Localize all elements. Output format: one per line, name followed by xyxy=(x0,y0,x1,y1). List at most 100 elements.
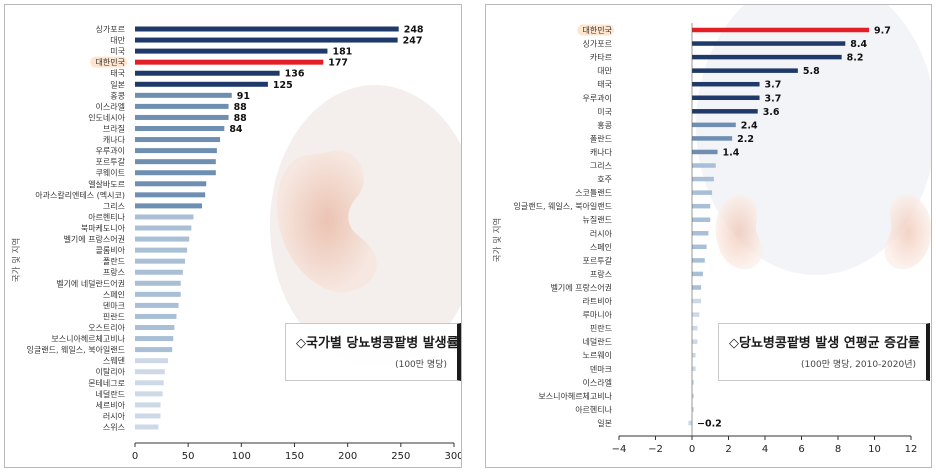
category-label: 아과스칼리엔테스 (멕시코) xyxy=(35,190,125,200)
category-label: 몬테네그로 xyxy=(88,379,125,388)
category-label: 세르비아 xyxy=(96,400,126,410)
chart-panel-incidence: 싱가포르 대만 미국 대한민국 태국 일본 홍콩 이스라엘 인도네시아 브라질 캐나다 우루과이 포르투… xyxy=(4,4,462,468)
bar xyxy=(135,358,168,364)
data-label: 2.4 xyxy=(741,120,758,131)
bar xyxy=(692,203,711,209)
bar xyxy=(135,137,221,143)
bar xyxy=(692,312,700,317)
bar xyxy=(692,298,702,304)
category-label: 프랑스 xyxy=(103,267,125,277)
category-label: 이탈리아 xyxy=(96,367,126,377)
category-label: 싱가포르 xyxy=(96,24,125,34)
category-label: 포르투갈 xyxy=(96,158,126,167)
category-label: 대만 xyxy=(110,36,125,45)
bar xyxy=(692,217,711,222)
bar xyxy=(135,413,161,419)
tick-label: 8 xyxy=(835,444,841,455)
category-label: 보스니아헤르체고비나 xyxy=(51,334,125,344)
category-label: 러시아 xyxy=(103,411,126,421)
category-label: 대한민국 xyxy=(96,57,125,67)
category-label: 스위스 xyxy=(103,423,125,432)
category-label: 미국 xyxy=(110,47,125,56)
data-label: 84 xyxy=(229,124,243,135)
bar xyxy=(692,244,707,250)
kidney-illustration-left xyxy=(715,195,763,270)
bar xyxy=(692,109,758,114)
bar xyxy=(692,95,760,101)
category-label: 그리스 xyxy=(103,202,125,211)
data-label: 125 xyxy=(273,80,293,91)
data-label: 2.2 xyxy=(737,134,754,145)
bar xyxy=(692,122,736,128)
category-label: 미국 xyxy=(597,107,612,116)
bar xyxy=(692,352,696,358)
tick-label: 2 xyxy=(725,444,731,455)
category-label: 아르헨티나 xyxy=(575,404,612,414)
category-label: 우루과이 xyxy=(583,93,612,103)
data-label: 88 xyxy=(234,113,248,124)
bar xyxy=(135,258,185,264)
bar xyxy=(135,247,188,253)
bar xyxy=(135,103,229,109)
data-label: 8.4 xyxy=(850,39,867,50)
highlight-marker xyxy=(577,24,614,36)
data-label: 3.7 xyxy=(765,93,782,104)
tick-label: 0 xyxy=(689,444,695,455)
category-label: 벨기에 프랑스어권 xyxy=(64,234,125,244)
tick-label: −2 xyxy=(648,444,663,455)
bar xyxy=(692,407,694,412)
category-label: 태국 xyxy=(110,69,125,78)
bar xyxy=(135,126,225,131)
bar xyxy=(692,163,716,168)
bar xyxy=(135,92,232,98)
kidney-illustration-right xyxy=(884,195,931,270)
bar xyxy=(135,214,194,220)
chart-subtitle-left: (100만 명당) xyxy=(395,360,447,370)
data-label: −0.2 xyxy=(697,419,722,430)
bar xyxy=(692,81,760,87)
bar xyxy=(135,159,216,165)
bar xyxy=(692,258,705,263)
bar xyxy=(692,136,733,141)
tick-label: 250 xyxy=(391,451,410,462)
category-label: 브라질 xyxy=(103,125,125,134)
bar xyxy=(135,347,173,353)
bar xyxy=(135,26,399,32)
data-label: 91 xyxy=(237,91,250,102)
category-label: 덴마크 xyxy=(590,365,612,374)
chart-title-left: ◇국가별 당뇨병콩팥병 발생률 xyxy=(296,336,459,351)
bar xyxy=(692,325,698,331)
bar xyxy=(135,302,179,308)
y-axis-label: 국가 및 지역 xyxy=(11,238,22,283)
category-label: 덴마크 xyxy=(103,301,125,310)
bar xyxy=(692,271,703,277)
tick-label: 0 xyxy=(132,451,138,462)
bar xyxy=(135,70,280,76)
bar xyxy=(692,190,713,195)
category-label: 홍콩 xyxy=(110,90,125,100)
data-label: 88 xyxy=(234,102,248,113)
bar xyxy=(688,420,692,426)
category-label: 카타르 xyxy=(590,53,612,62)
category-label: 캐나다 xyxy=(590,148,613,157)
category-label: 뉴질랜드 xyxy=(583,215,612,225)
category-label: 폴란드 xyxy=(590,133,612,143)
data-label: 248 xyxy=(404,25,424,36)
tick-label: 200 xyxy=(338,451,357,462)
bar xyxy=(135,148,217,154)
category-label: 보스니아헤르체고비나 xyxy=(538,391,612,401)
bar xyxy=(692,27,870,33)
data-label: 1.4 xyxy=(723,147,740,158)
bar xyxy=(135,59,324,65)
data-label: 247 xyxy=(403,36,423,47)
data-label: 177 xyxy=(328,58,348,69)
data-label: 9.7 xyxy=(874,26,891,37)
category-label: 아르헨티나 xyxy=(88,212,125,222)
bar xyxy=(135,203,202,209)
data-label: 8.2 xyxy=(847,53,864,64)
tick-label: 4 xyxy=(762,444,768,455)
title-box-left: ◇국가별 당뇨병콩팥병 발생률 (100만 명당) xyxy=(285,323,461,381)
category-label: 루마니아 xyxy=(583,310,613,320)
category-label: 콜롬비아 xyxy=(96,245,126,255)
chart-panel-growth: 대한민국 싱가포르 카타르 대만 태국 우루과이 미국 홍콩 폴란드 캐나다 그리스 호주 스코틀랜드 잉… xyxy=(485,4,932,468)
